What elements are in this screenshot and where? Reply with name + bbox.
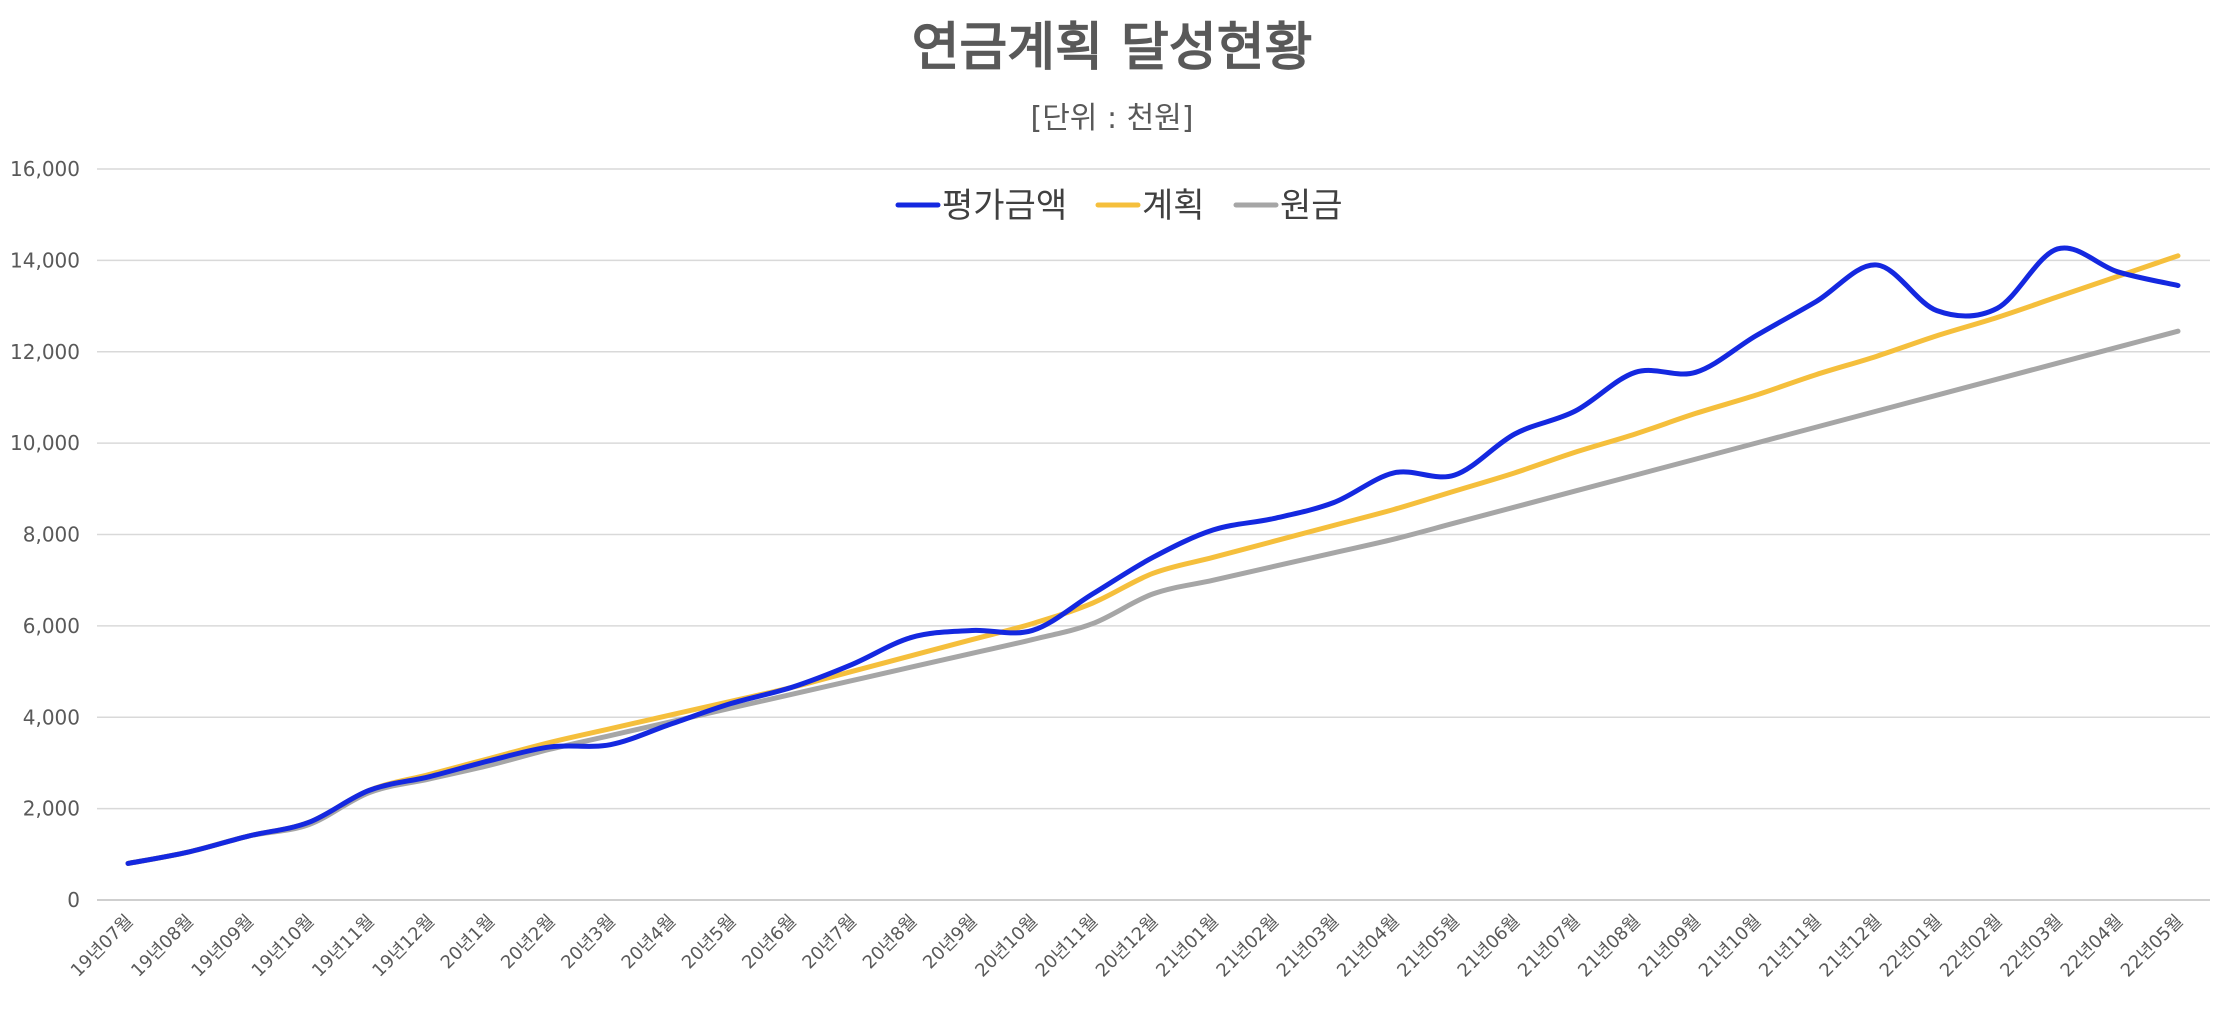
x-tick-label: 20년6월: [738, 911, 801, 974]
x-tick-label: 19년07월: [67, 911, 138, 982]
x-tick-label: 21년11월: [1755, 911, 1826, 982]
x-tick-label: 20년5월: [678, 911, 741, 974]
x-tick-label: 20년3월: [557, 911, 620, 974]
x-tick-label: 19년12월: [368, 911, 439, 982]
x-tick-label: 20년10월: [971, 911, 1042, 982]
y-tick-label: 14,000: [10, 248, 80, 272]
x-tick-label: 20년8월: [859, 911, 922, 974]
x-tick-label: 21년05월: [1393, 911, 1464, 982]
x-tick-label: 20년11월: [1032, 911, 1103, 982]
y-tick-label: 10,000: [10, 431, 80, 455]
y-tick-label: 8,000: [23, 523, 80, 547]
x-axis-ticks: 19년07월19년08월19년09월19년10월19년11월19년12월20년1…: [67, 911, 2188, 982]
y-tick-label: 12,000: [10, 340, 80, 364]
x-tick-label: 22년05월: [2117, 911, 2188, 982]
x-tick-label: 21년04월: [1333, 911, 1404, 982]
x-tick-label: 19년10월: [248, 911, 319, 982]
x-tick-label: 21년08월: [1574, 911, 1645, 982]
y-tick-label: 2,000: [23, 797, 80, 821]
x-tick-label: 22년04월: [2057, 911, 2128, 982]
legend: 평가금액 계획 원금: [895, 186, 1343, 226]
x-tick-label: 21년02월: [1212, 911, 1283, 982]
x-tick-label: 20년12월: [1092, 911, 1163, 982]
x-tick-label: 21년01월: [1152, 911, 1223, 982]
series-line-2: [125, 328, 2181, 866]
x-tick-label: 20년9월: [919, 911, 982, 974]
x-tick-label: 22년01월: [1876, 911, 1947, 982]
legend-label: 원금: [1280, 186, 1343, 226]
series-line-0: [125, 245, 2181, 866]
x-tick-label: 21년07월: [1514, 911, 1585, 982]
y-axis-ticks: 0 2,000 4,000 6,000 8,000 10,000 12,000 14,000 1…: [10, 157, 80, 912]
x-tick-label: 21년10월: [1695, 911, 1766, 982]
x-tick-label: 20년7월: [798, 911, 861, 974]
x-tick-label: 20년4월: [618, 911, 681, 974]
x-tick-label: 21년03월: [1273, 911, 1344, 982]
x-tick-label: 19년08월: [127, 911, 198, 982]
x-tick-label: 19년09월: [187, 911, 258, 982]
series-lines: [125, 245, 2181, 866]
chart-subtitle: [단위 : 천원]: [1031, 101, 1194, 136]
y-tick-label: 0: [67, 888, 80, 912]
x-tick-label: 21년06월: [1454, 911, 1525, 982]
x-tick-label: 20년1월: [437, 911, 500, 974]
x-tick-label: 19년11월: [308, 911, 379, 982]
legend-label: 계획: [1142, 186, 1205, 226]
x-tick-label: 22년02월: [1936, 911, 2007, 982]
y-tick-label: 6,000: [23, 614, 80, 638]
y-tick-label: 16,000: [10, 157, 80, 181]
y-tick-label: 4,000: [23, 705, 80, 729]
gridlines: [97, 168, 2210, 901]
x-tick-label: 21년09월: [1635, 911, 1706, 982]
x-tick-label: 21년12월: [1815, 911, 1886, 982]
legend-label: 평가금액: [942, 186, 1067, 226]
x-tick-label: 22년03월: [1996, 911, 2067, 982]
chart-title: 연금계획 달성현황: [912, 18, 1313, 78]
x-tick-label: 20년2월: [497, 911, 560, 974]
